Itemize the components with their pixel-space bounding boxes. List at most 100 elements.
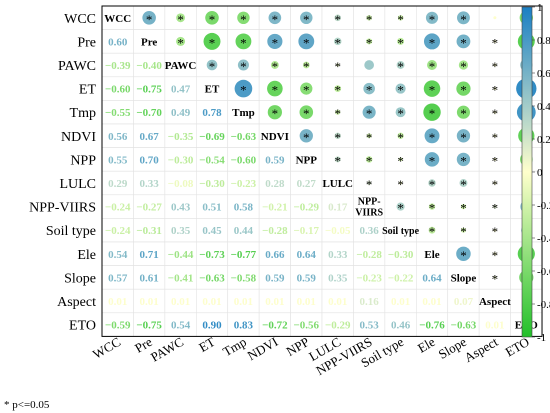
significance-marker: * — [429, 224, 436, 239]
correlation-value: 0.58 — [234, 202, 254, 214]
significance-marker: * — [397, 12, 404, 27]
correlation-circle — [423, 80, 441, 97]
significance-marker: * — [429, 12, 436, 27]
correlation-circle — [459, 179, 468, 187]
significance-marker: * — [492, 130, 499, 145]
significance-marker: * — [209, 59, 216, 74]
correlation-circle — [336, 63, 340, 67]
diagonal-label: Pre — [141, 36, 157, 48]
heatmap-cells: WCC * * * * * * * * * * * * 0.60 Pre * * * * * * * * * * * −0.39 −0… — [101, 5, 543, 337]
correlation-value: 0.01 — [328, 296, 347, 308]
correlation-value: −0.77 — [231, 249, 257, 261]
correlation-value: 0.59 — [265, 154, 285, 166]
colorbar-tick-label: -0.2 — [537, 200, 550, 212]
significance-marker: * — [209, 12, 216, 27]
correlation-value: −0.54 — [199, 154, 225, 166]
column-label: ETO — [503, 334, 532, 360]
correlation-value: 0.53 — [360, 320, 380, 332]
correlation-circle — [493, 252, 497, 256]
correlation-circle — [335, 109, 341, 115]
significance-marker: * — [397, 153, 404, 168]
correlation-value: 0.27 — [297, 178, 317, 190]
correlation-value: 0.45 — [202, 225, 222, 237]
correlation-value: −0.60 — [105, 84, 131, 96]
significance-marker: * — [429, 35, 436, 50]
correlation-value: 0.01 — [171, 296, 190, 308]
significance-marker: * — [492, 177, 499, 192]
correlation-value: 0.33 — [328, 249, 348, 261]
colorbar-tick-label: -0.6 — [537, 266, 550, 278]
correlation-circle — [334, 156, 341, 163]
correlation-circle — [456, 152, 471, 167]
correlation-value: 0.07 — [454, 296, 474, 308]
significance-marker: * — [272, 12, 279, 27]
correlation-circle — [423, 33, 441, 50]
significance-marker: * — [366, 130, 373, 145]
significance-marker: * — [272, 83, 279, 98]
correlation-circle — [237, 11, 250, 25]
correlation-value: 0.64 — [422, 272, 442, 284]
significance-marker: * — [366, 177, 373, 192]
correlation-value: 0.36 — [360, 225, 380, 237]
correlation-circle — [460, 227, 466, 233]
row-label: WCC — [64, 12, 96, 27]
row-label: Soil type — [46, 224, 96, 239]
column-label: NPP — [284, 334, 312, 359]
correlation-value: 0.83 — [234, 320, 254, 332]
correlation-circle — [424, 128, 440, 144]
correlation-value: 0.55 — [108, 154, 128, 166]
correlation-value: 0.78 — [202, 107, 222, 119]
correlation-circle — [428, 203, 436, 210]
correlation-circle — [493, 16, 497, 20]
correlation-value: −0.22 — [388, 272, 414, 284]
correlation-circle — [456, 105, 470, 119]
correlation-circle — [142, 11, 156, 25]
correlation-circle — [267, 105, 282, 120]
correlation-value: −0.08 — [168, 178, 194, 190]
significance-marker: * — [429, 201, 436, 216]
correlation-circle — [493, 39, 497, 43]
row-labels: WCC Pre PAWC ET Tmp NDVI NPP LULC NPP-VIIRS Soil … — [29, 12, 96, 334]
significance-marker: * — [492, 83, 499, 98]
significance-marker: * — [492, 35, 499, 50]
significance-marker: * — [492, 59, 499, 74]
correlation-value: −0.73 — [199, 249, 225, 261]
correlation-circle — [425, 11, 439, 24]
diagonal-label: Soil type — [382, 226, 420, 237]
significance-marker: * — [397, 106, 404, 121]
correlation-value: −0.28 — [356, 249, 382, 261]
significance-marker: * — [492, 201, 499, 216]
correlation-circle — [493, 87, 497, 91]
correlation-value: −0.70 — [136, 107, 162, 119]
correlation-circle — [365, 156, 373, 163]
diagonal-label: Ele — [424, 249, 439, 261]
column-label: PAWC — [148, 334, 186, 365]
colorbar-tick-label: 0.8 — [537, 35, 550, 47]
correlation-value: 0.33 — [140, 178, 160, 190]
correlation-value: 0.49 — [171, 107, 191, 119]
correlation-circle — [206, 59, 218, 71]
correlation-circle — [456, 129, 471, 143]
significance-marker: * — [460, 130, 467, 145]
correlation-value: −0.41 — [168, 272, 194, 284]
correlation-value: 0.46 — [391, 320, 411, 332]
significance-marker: * — [460, 35, 467, 50]
correlation-value: 0.35 — [328, 272, 348, 284]
significance-marker: * — [366, 153, 373, 168]
correlation-value: 0.16 — [360, 296, 380, 308]
correlation-value: 0.59 — [265, 272, 285, 284]
correlation-value: 0.43 — [171, 202, 191, 214]
significance-marker: * — [272, 59, 279, 74]
correlation-circle — [367, 181, 372, 185]
correlation-value: 0.44 — [234, 225, 254, 237]
correlation-value: 0.90 — [202, 320, 222, 332]
correlation-value: 0.29 — [108, 178, 128, 190]
correlation-value: −0.17 — [294, 225, 320, 237]
row-label: PAWC — [58, 59, 96, 74]
correlation-circle — [237, 59, 249, 71]
correlation-value: 0.54 — [171, 320, 191, 332]
correlation-circle — [395, 83, 406, 94]
correlation-value: −0.39 — [105, 60, 131, 72]
correlation-value: −0.30 — [199, 178, 225, 190]
